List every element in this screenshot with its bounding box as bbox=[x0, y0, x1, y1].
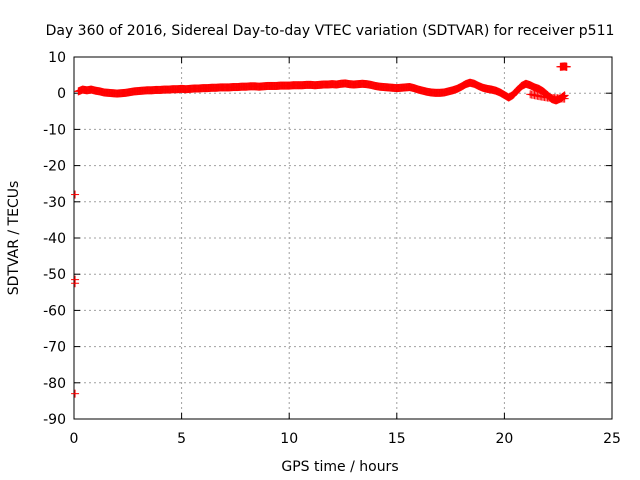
x-tick-label: 10 bbox=[280, 431, 298, 447]
data-point bbox=[562, 62, 571, 71]
x-tick-label: 25 bbox=[603, 431, 621, 447]
y-tick-label: 0 bbox=[57, 86, 66, 102]
y-tick-label: -30 bbox=[43, 195, 66, 211]
y-tick-label: -50 bbox=[43, 267, 66, 283]
data-point bbox=[71, 190, 80, 199]
data-point bbox=[560, 94, 569, 103]
chart-title: Day 360 of 2016, Sidereal Day-to-day VTE… bbox=[46, 23, 615, 39]
x-tick-label: 20 bbox=[495, 431, 513, 447]
data-point bbox=[71, 389, 80, 398]
y-tick-label: -80 bbox=[43, 376, 66, 392]
x-axis-label: GPS time / hours bbox=[281, 459, 398, 475]
grid-lines bbox=[74, 57, 612, 419]
y-tick-label: -70 bbox=[43, 340, 66, 356]
data-points bbox=[71, 62, 571, 398]
y-tick-label: -10 bbox=[43, 122, 66, 138]
data-point bbox=[71, 279, 80, 288]
x-tick-label: 15 bbox=[388, 431, 406, 447]
y-tick-label: -40 bbox=[43, 231, 66, 247]
y-axis-label: SDTVAR / TECUs bbox=[6, 181, 22, 296]
y-tick-label: -90 bbox=[43, 412, 66, 428]
y-tick-label: -60 bbox=[43, 303, 66, 319]
x-tick-label: 5 bbox=[177, 431, 186, 447]
x-tick-label: 0 bbox=[70, 431, 79, 447]
axis-ticks bbox=[73, 56, 613, 420]
data-point bbox=[558, 93, 567, 102]
tick-labels: 0 5 10 15 20 25 10 0 -10 -20 -30 -40 -50 -60 -70 -80 -90 bbox=[43, 50, 621, 447]
y-tick-label: -20 bbox=[43, 159, 66, 175]
y-tick-label: 10 bbox=[48, 50, 66, 66]
